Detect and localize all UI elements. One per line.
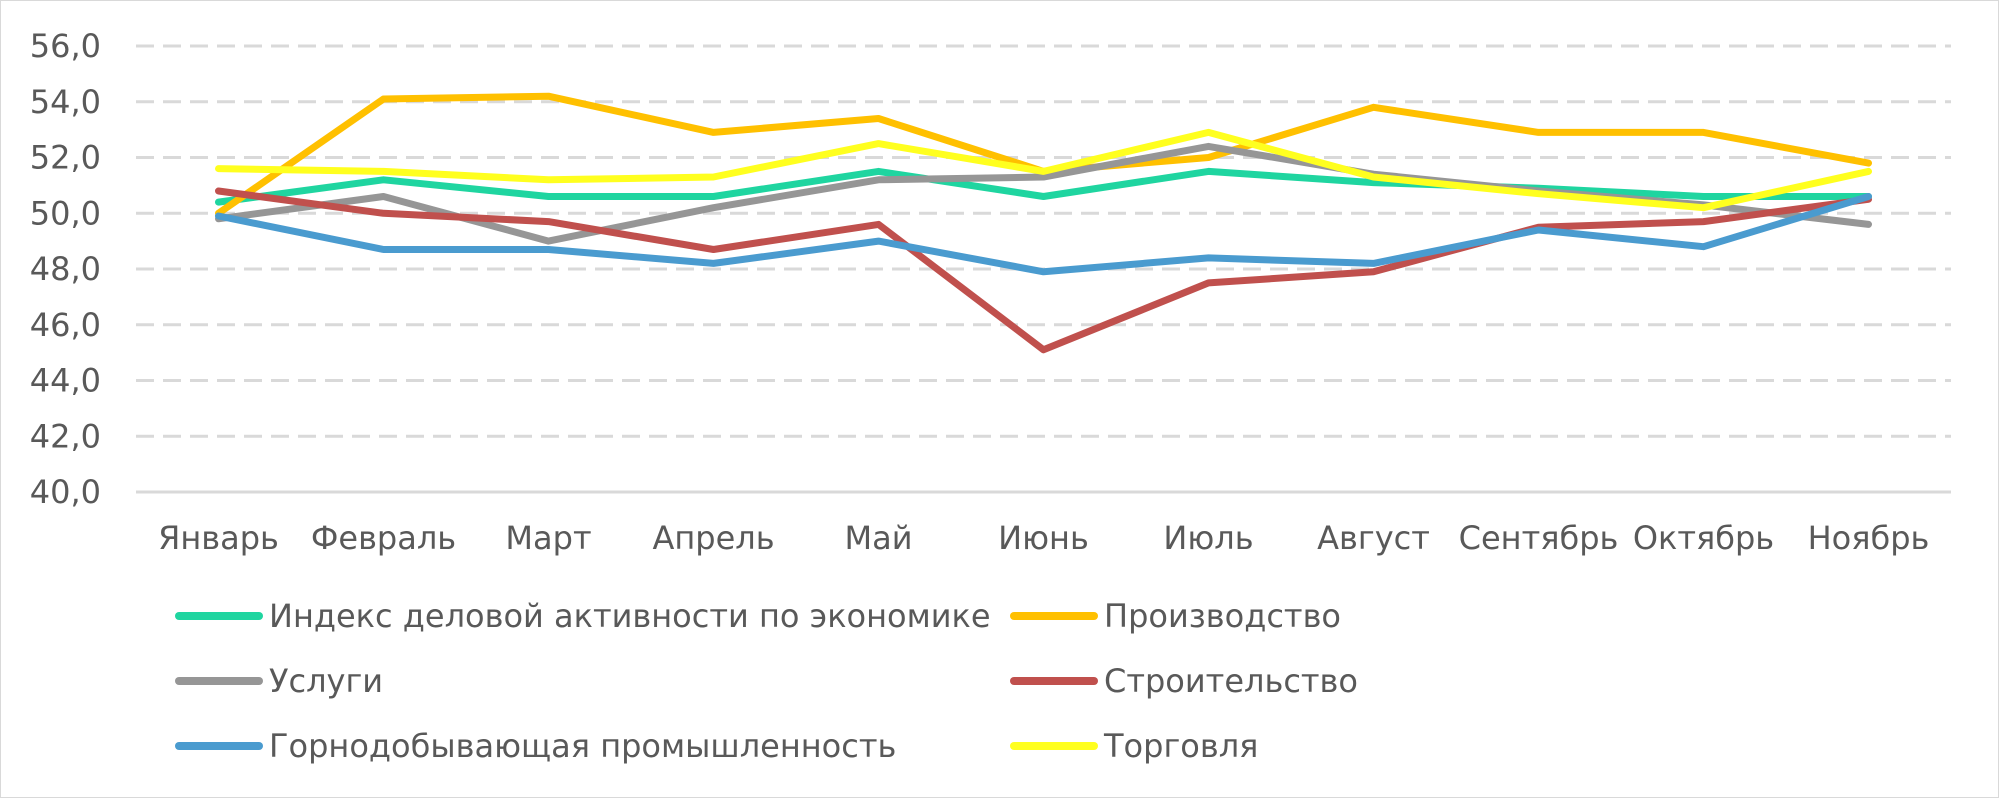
y-tick-label: 42,0	[30, 417, 101, 455]
x-tick-label: Июнь	[998, 519, 1089, 557]
y-tick-label: 52,0	[30, 139, 101, 177]
y-tick-label: 48,0	[30, 250, 101, 288]
x-tick-label: Март	[505, 519, 591, 557]
legend-label: Торговля	[1103, 727, 1258, 765]
x-axis-tick-labels: Январь Февраль Март Апрель Май Июнь Июль Август…	[158, 519, 1929, 557]
y-tick-label: 40,0	[30, 473, 101, 511]
legend-label: Услуги	[269, 662, 383, 700]
x-tick-label: Февраль	[311, 519, 456, 557]
x-tick-label: Ноябрь	[1808, 519, 1930, 557]
series-line	[215, 167, 1872, 206]
series-lines	[215, 92, 1872, 354]
x-tick-label: Сентябрь	[1459, 519, 1619, 557]
legend-label: Производство	[1104, 597, 1341, 635]
x-tick-label: Май	[844, 519, 912, 557]
x-tick-label: Август	[1317, 519, 1430, 557]
series-line	[215, 193, 1872, 276]
legend-label: Горнодобывающая промышленность	[269, 727, 896, 765]
x-tick-label: Июль	[1163, 519, 1253, 557]
y-tick-label: 56,0	[30, 27, 101, 65]
x-tick-label: Январь	[158, 519, 279, 557]
legend-label: Строительство	[1104, 662, 1358, 700]
legend: Индекс деловой активности по экономике Пр…	[175, 597, 1358, 765]
series-line	[215, 128, 1872, 212]
x-tick-label: Октябрь	[1633, 519, 1774, 557]
y-tick-label: 44,0	[30, 362, 101, 400]
x-tick-label: Апрель	[652, 519, 774, 557]
y-tick-label: 46,0	[30, 306, 101, 344]
legend-label: Индекс деловой активности по экономике	[269, 597, 991, 635]
y-tick-label: 50,0	[30, 194, 101, 232]
y-tick-label: 54,0	[30, 83, 101, 121]
y-axis-tick-labels: 40,0 42,0 44,0 46,0 48,0 50,0 52,0 54,0 56,0	[30, 27, 101, 511]
series-line	[215, 187, 1872, 354]
